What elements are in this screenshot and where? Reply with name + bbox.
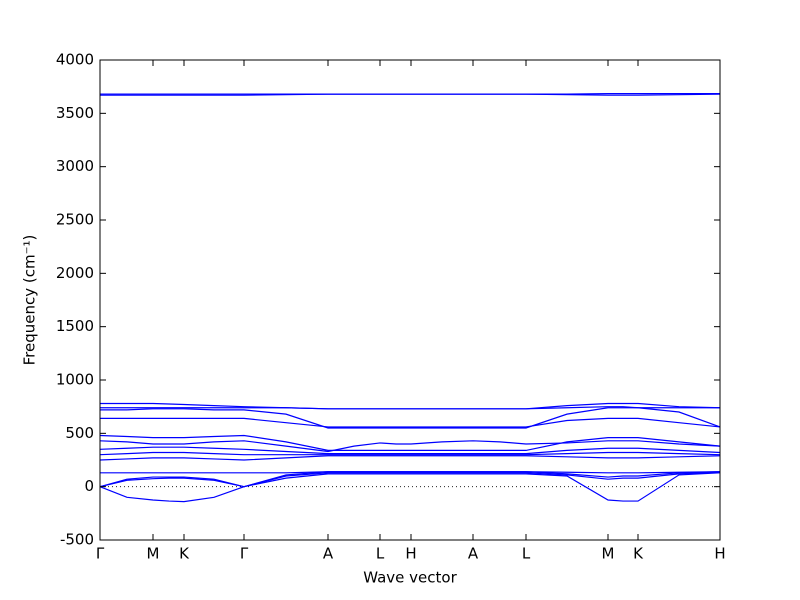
- band-line: [99, 455, 721, 461]
- x-tick-label: A: [468, 545, 479, 563]
- y-tick-label: 3000: [56, 157, 94, 175]
- x-tick-label: M: [147, 545, 160, 563]
- band-line: [99, 446, 721, 455]
- band-line: [100, 407, 721, 429]
- x-tick-label: Γ: [240, 545, 249, 563]
- y-tick-label: 1500: [56, 317, 94, 335]
- band-line: [100, 417, 721, 428]
- band-line: [99, 471, 721, 488]
- plot-frame: [99, 59, 721, 541]
- x-tick-label: K: [179, 545, 190, 563]
- band-line: [100, 93, 720, 95]
- x-tick-label: Γ: [96, 545, 105, 563]
- y-axis-label: Frequency (cm⁻¹): [21, 235, 39, 366]
- band-line: [100, 471, 721, 474]
- x-tick-label: H: [714, 545, 725, 563]
- x-tick-label: K: [633, 545, 644, 563]
- y-tick-label: 2000: [56, 264, 94, 282]
- x-axis-label: Wave vector: [363, 569, 457, 587]
- band-line: [99, 440, 721, 453]
- y-tick-label: 1000: [56, 371, 94, 389]
- x-tick-label: A: [323, 545, 334, 563]
- band-line: [99, 472, 721, 503]
- y-tick-label: 500: [65, 424, 94, 442]
- y-tick-label: 3500: [56, 104, 94, 122]
- band-line: [99, 451, 721, 456]
- y-tick-label: 2500: [56, 211, 94, 229]
- x-tick-label: M: [602, 545, 615, 563]
- y-tick-label: 4000: [56, 51, 94, 69]
- x-tick-label: L: [376, 545, 385, 563]
- y-tick-label: 0: [84, 477, 94, 495]
- x-tick-label: H: [405, 545, 416, 563]
- band-line: [99, 434, 721, 451]
- x-tick-label: L: [522, 545, 531, 563]
- band-line: [100, 402, 721, 410]
- y-tick-label: -500: [60, 531, 94, 549]
